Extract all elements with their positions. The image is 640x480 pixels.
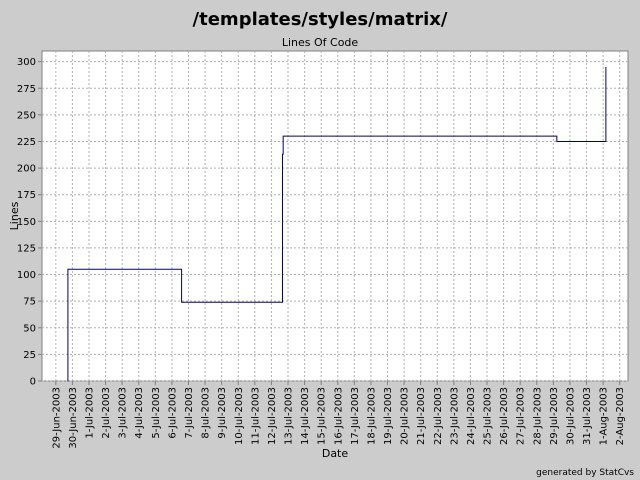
x-tick-label: 10-Jul-2003 [234,387,245,445]
x-tick-label: 17-Jul-2003 [350,387,361,445]
x-tick-label: 11-Jul-2003 [250,387,261,445]
x-tick-label: 3-Jul-2003 [118,387,129,439]
x-tick-label: 25-Jul-2003 [483,387,494,445]
x-tick-label: 21-Jul-2003 [416,387,427,445]
x-tick-label: 1-Aug-2003 [599,387,610,445]
x-tick-label: 20-Jul-2003 [400,387,411,445]
x-tick-label: 9-Jul-2003 [217,387,228,439]
x-tick-label: 8-Jul-2003 [201,387,212,439]
x-tick-label: 5-Jul-2003 [151,387,162,439]
x-tick-label: 28-Jul-2003 [532,387,543,445]
x-tick-label: 19-Jul-2003 [383,387,394,445]
x-tick-label: 12-Jul-2003 [267,387,278,445]
plot-area [41,50,629,382]
x-tick-label: 16-Jul-2003 [333,387,344,445]
chart-subtitle: Lines Of Code [282,36,359,49]
y-tick-label: 200 [17,164,36,175]
y-tick-label: 150 [17,217,36,228]
x-tick-label: 13-Jul-2003 [284,387,295,445]
x-tick-label: 1-Jul-2003 [84,387,95,439]
y-tick-label: 275 [17,84,36,95]
x-tick-label: 7-Jul-2003 [184,387,195,439]
x-tick-label: 14-Jul-2003 [300,387,311,445]
x-tick-label: 6-Jul-2003 [167,387,178,439]
x-tick-label: 31-Jul-2003 [582,387,593,445]
y-tick-label: 75 [23,297,36,308]
y-tick-label: 125 [17,243,36,254]
x-tick-label: 29-Jun-2003 [51,387,62,449]
x-tick-label: 18-Jul-2003 [366,387,377,445]
x-tick-label: 26-Jul-2003 [499,387,510,445]
y-tick-label: 225 [17,137,36,148]
footer: generated by StatCvs [536,468,634,478]
x-tick-label: 23-Jul-2003 [449,387,460,445]
y-tick-label: 250 [17,110,36,121]
y-tick-label: 300 [17,57,36,68]
x-tick-label: 15-Jul-2003 [317,387,328,445]
x-tick-label: 24-Jul-2003 [466,387,477,445]
x-tick-label: 2-Aug-2003 [615,387,626,445]
x-axis-label: Date [322,447,349,460]
x-tick-label: 22-Jul-2003 [433,387,444,445]
x-tick-label: 30-Jul-2003 [565,387,576,445]
step-line [67,66,607,382]
y-tick-label: 25 [23,350,36,361]
x-tick-label: 4-Jul-2003 [134,387,145,439]
y-tick-label: 0 [30,377,36,388]
chart-title: /templates/styles/matrix/ [193,9,448,30]
y-axis-label: Lines [8,201,21,230]
x-tick-label: 27-Jul-2003 [516,387,527,445]
x-tick-label: 2-Jul-2003 [101,387,112,439]
y-tick-label: 175 [17,190,36,201]
x-tick-label: 29-Jul-2003 [549,387,560,445]
x-tick-label: 30-Jun-2003 [68,387,79,449]
y-tick-label: 50 [23,323,36,334]
y-tick-label: 100 [17,270,36,281]
